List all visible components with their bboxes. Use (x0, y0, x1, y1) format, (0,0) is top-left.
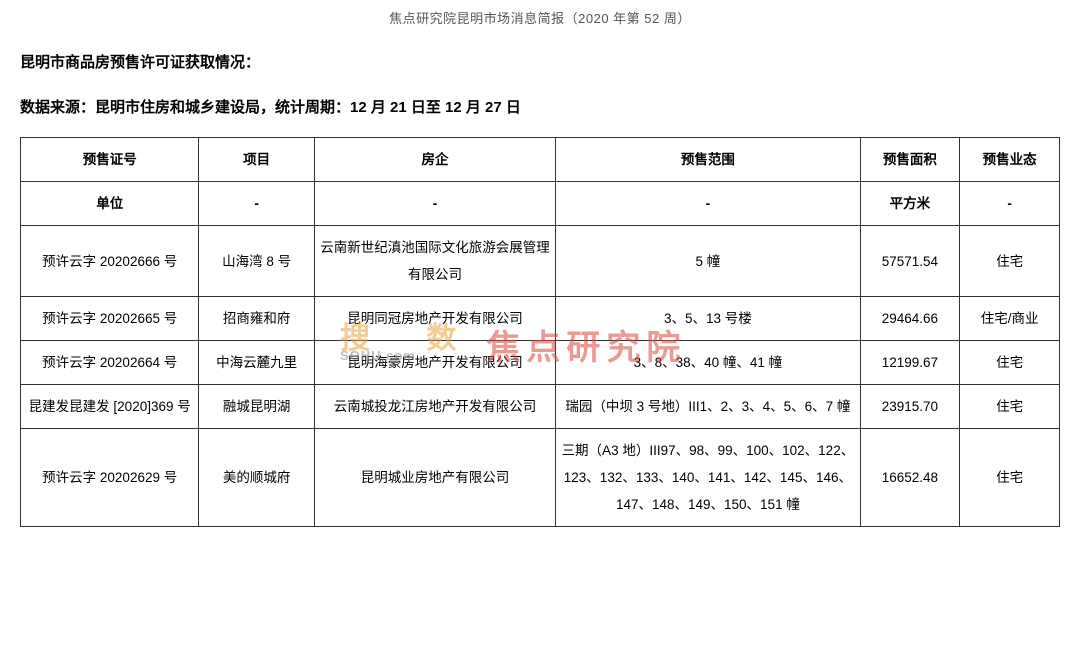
cell-scope: 5 幢 (556, 226, 860, 297)
cell-type: 住宅 (960, 341, 1060, 385)
table-row: 预许云字 20202665 号 招商雍和府 昆明同冠房地产开发有限公司 3、5、… (21, 297, 1060, 341)
cell-cert: 预许云字 20202629 号 (21, 429, 199, 527)
unit-project: - (199, 182, 314, 226)
cell-cert: 预许云字 20202666 号 (21, 226, 199, 297)
unit-developer: - (314, 182, 555, 226)
col-type: 预售业态 (960, 138, 1060, 182)
cell-area: 16652.48 (860, 429, 960, 527)
unit-scope: - (556, 182, 860, 226)
table-row: 预许云字 20202629 号 美的顺城府 昆明城业房地产有限公司 三期（A3 … (21, 429, 1060, 527)
page-header: 焦点研究院昆明市场消息简报（2020 年第 52 周） (20, 8, 1060, 27)
cell-project: 招商雍和府 (199, 297, 314, 341)
col-area: 预售面积 (860, 138, 960, 182)
cell-type: 住宅/商业 (960, 297, 1060, 341)
cell-developer: 昆明城业房地产有限公司 (314, 429, 555, 527)
permit-table: 预售证号 项目 房企 预售范围 预售面积 预售业态 单位 - - - 平方米 -… (20, 137, 1060, 527)
cell-type: 住宅 (960, 226, 1060, 297)
cell-scope: 3、5、13 号楼 (556, 297, 860, 341)
data-source-line: 数据来源：昆明市住房和城乡建设局，统计周期：12 月 21 日至 12 月 27… (20, 96, 1060, 117)
cell-area: 12199.67 (860, 341, 960, 385)
table-unit-row: 单位 - - - 平方米 - (21, 182, 1060, 226)
cell-area: 29464.66 (860, 297, 960, 341)
cell-cert: 预许云字 20202665 号 (21, 297, 199, 341)
table-row: 昆建发昆建发 [2020]369 号 融城昆明湖 云南城投龙江房地产开发有限公司… (21, 385, 1060, 429)
col-scope: 预售范围 (556, 138, 860, 182)
cell-developer: 昆明海豪房地产开发有限公司 (314, 341, 555, 385)
cell-developer: 云南城投龙江房地产开发有限公司 (314, 385, 555, 429)
col-project: 项目 (199, 138, 314, 182)
cell-cert: 预许云字 20202664 号 (21, 341, 199, 385)
cell-type: 住宅 (960, 429, 1060, 527)
unit-area: 平方米 (860, 182, 960, 226)
unit-cert: 单位 (21, 182, 199, 226)
table-row: 预许云字 20202664 号 中海云麓九里 昆明海豪房地产开发有限公司 3、8… (21, 341, 1060, 385)
table-row: 预许云字 20202666 号 山海湾 8 号 云南新世纪滇池国际文化旅游会展管… (21, 226, 1060, 297)
cell-cert: 昆建发昆建发 [2020]369 号 (21, 385, 199, 429)
table-header-row: 预售证号 项目 房企 预售范围 预售面积 预售业态 (21, 138, 1060, 182)
cell-type: 住宅 (960, 385, 1060, 429)
col-cert: 预售证号 (21, 138, 199, 182)
cell-project: 融城昆明湖 (199, 385, 314, 429)
cell-area: 57571.54 (860, 226, 960, 297)
section-title: 昆明市商品房预售许可证获取情况： (20, 51, 1060, 72)
cell-scope: 三期（A3 地）III97、98、99、100、102、122、123、132、… (556, 429, 860, 527)
cell-developer: 云南新世纪滇池国际文化旅游会展管理有限公司 (314, 226, 555, 297)
unit-type: - (960, 182, 1060, 226)
cell-scope: 3、8、38、40 幢、41 幢 (556, 341, 860, 385)
cell-area: 23915.70 (860, 385, 960, 429)
cell-developer: 昆明同冠房地产开发有限公司 (314, 297, 555, 341)
cell-project: 中海云麓九里 (199, 341, 314, 385)
cell-project: 山海湾 8 号 (199, 226, 314, 297)
cell-scope: 瑞园（中坝 3 号地）III1、2、3、4、5、6、7 幢 (556, 385, 860, 429)
col-developer: 房企 (314, 138, 555, 182)
cell-project: 美的顺城府 (199, 429, 314, 527)
